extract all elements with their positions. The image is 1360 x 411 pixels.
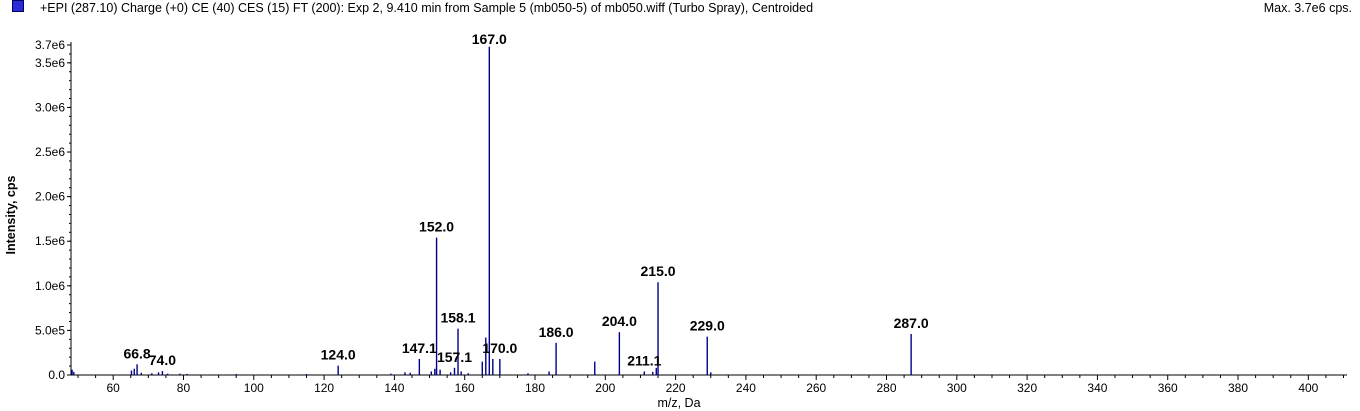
peak-label: 167.0 (472, 31, 507, 47)
x-tick-label: 400 (1298, 381, 1318, 395)
y-tick-label: 5.0e5 (35, 323, 65, 337)
x-axis-label: m/z, Da (657, 396, 700, 410)
peak-bars (71, 46, 912, 375)
x-tick-label: 300 (947, 381, 967, 395)
x-tick-label: 60 (107, 381, 121, 395)
chart-title: +EPI (287.10) Charge (+0) CE (40) CES (1… (40, 1, 814, 15)
peak-label: 66.8 (123, 345, 150, 361)
x-tick-label: 140 (384, 381, 404, 395)
peak-label: 229.0 (690, 318, 725, 334)
peak-label: 215.0 (641, 263, 676, 279)
y-tick-label: 1.5e6 (35, 234, 65, 248)
x-tick-label: 100 (244, 381, 264, 395)
peak-labels: 66.874.0 124.0 147.1 152.0 157.1 158.1 167.0 17… (123, 31, 928, 368)
y-tick-label: 1.0e6 (35, 279, 65, 293)
y-tick-label: 2.0e6 (35, 190, 65, 204)
x-tick-label: 160 (455, 381, 475, 395)
max-intensity-label: Max. 3.7e6 cps. (1263, 1, 1352, 15)
peak-label: 152.0 (419, 219, 454, 235)
peak-label: 186.0 (539, 324, 574, 340)
y-tick-label: 2.5e6 (35, 145, 65, 159)
peak-label: 74.0 (149, 352, 176, 368)
peak-label: 158.1 (440, 310, 475, 326)
peak-label: 287.0 (894, 315, 929, 331)
axes: 0.0 5.0e5 1.0e6 1.5e6 2.0e6 2.5e6 3.0e6 3.5e6 3.… (35, 38, 1347, 395)
x-tick-label: 200 (595, 381, 615, 395)
peak-label: 124.0 (321, 347, 356, 363)
y-tick-label: 3.7e6 (35, 38, 65, 52)
peak-label: 170.0 (482, 340, 517, 356)
x-tick-label: 80 (177, 381, 191, 395)
x-tick-label: 240 (736, 381, 756, 395)
peak-label: 157.1 (437, 349, 472, 365)
y-tick-label: 3.5e6 (35, 56, 65, 70)
x-tick-label: 360 (1158, 381, 1178, 395)
y-tick-label: 3.0e6 (35, 100, 65, 114)
peak-label: 147.1 (402, 340, 437, 356)
x-tick-label: 380 (1228, 381, 1248, 395)
x-tick-label: 220 (666, 381, 686, 395)
x-tick-label: 120 (314, 381, 334, 395)
peak-label: 211.1 (627, 352, 661, 368)
peak-label: 204.0 (602, 313, 637, 329)
x-tick-label: 260 (806, 381, 826, 395)
x-tick-label: 280 (876, 381, 896, 395)
y-tick-label: 0.0 (48, 368, 65, 382)
y-axis-label: Intensity, cps (4, 175, 18, 254)
x-tick-label: 320 (1017, 381, 1037, 395)
series-color-swatch (12, 0, 24, 12)
chart-header: +EPI (287.10) Charge (+0) CE (40) CES (1… (0, 0, 1360, 18)
x-tick-label: 340 (1087, 381, 1107, 395)
x-tick-label: 180 (525, 381, 545, 395)
